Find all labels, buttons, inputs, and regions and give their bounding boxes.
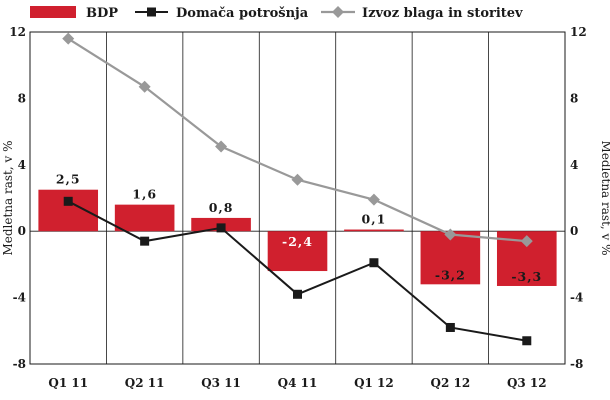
y-tick-label-right: 8 [570,91,578,105]
bar-data-label: 1,6 [132,187,157,202]
bar-data-label: 0,8 [209,200,234,215]
point-izvoz [291,173,304,186]
point-domaca-potrosnja [140,236,150,246]
y-tick-label-right: -8 [570,357,583,371]
y-tick-label-left: -4 [13,291,26,305]
y-axis-title-left: Medletna rast, v % [1,140,15,255]
x-tick-label: Q3 11 [201,376,241,390]
point-izvoz [138,80,151,93]
y-tick-label-right: 4 [570,158,578,172]
point-domaca-potrosnja [63,196,73,206]
legend-label-bdp: BDP [86,6,118,21]
axis-layer: -8 -8 -4 -4 0 0 4 4 8 8 12 12 Q1 11 Q2 11 Q3 11 Q4 11 Q1… [1,25,610,390]
legend-marker-izvoz [332,6,344,18]
y-tick-label-left: 8 [18,91,26,105]
y-tick-label-left: 12 [9,25,26,39]
y-tick-label-right: 12 [570,25,587,39]
line-layer [62,32,533,346]
bar-bdp [114,204,175,232]
bar-data-label: -3,3 [511,269,542,284]
point-domaca-potrosnja [216,223,226,233]
plot-frame [29,31,566,365]
point-izvoz [444,228,457,241]
point-domaca-potrosnja [445,322,455,332]
bar-bdp [38,189,99,232]
legend-label-domaca: Domača potrošnja [176,6,309,21]
y-axis-title-right: Medletna rast, v % [599,140,610,255]
y-tick-label-right: -4 [570,291,583,305]
x-tick-label: Q4 11 [278,376,318,390]
y-tick-label-right: 0 [570,224,578,238]
legend-marker-domaca [147,7,156,17]
x-tick-label: Q1 12 [354,376,394,390]
legend-label-izvoz: Izvoz blaga in storitev [362,6,523,21]
point-domaca-potrosnja [369,258,379,268]
x-tick-label: Q3 12 [507,376,547,390]
x-tick-label: Q1 11 [48,376,88,390]
point-izvoz [62,32,75,45]
point-domaca-potrosnja [293,289,302,299]
y-tick-label-left: 0 [18,224,26,238]
point-izvoz [520,235,533,248]
x-tick-label: Q2 12 [431,376,471,390]
point-izvoz [215,140,228,153]
bar-bdp [267,231,328,272]
point-izvoz [367,193,380,206]
bar-layer [38,189,557,286]
bar-data-label: 2,5 [56,172,81,187]
grid-layer [29,31,566,365]
label-layer: 2,5 1,6 0,8 -2,4 0,1 -3,2 -3,3 [56,172,542,284]
y-tick-label-left: 4 [18,158,26,172]
bar-data-label: -3,2 [435,267,466,282]
legend-swatch-bdp [30,6,76,18]
y-tick-label-left: -8 [13,357,26,371]
bar-data-label: 0,1 [362,212,387,227]
legend-layer: BDP Domača potrošnja Izvoz blaga in storit… [30,6,523,21]
x-tick-label: Q2 11 [125,376,165,390]
bar-bdp [344,229,404,232]
bar-data-label: -2,4 [282,234,313,249]
point-domaca-potrosnja [522,336,532,346]
